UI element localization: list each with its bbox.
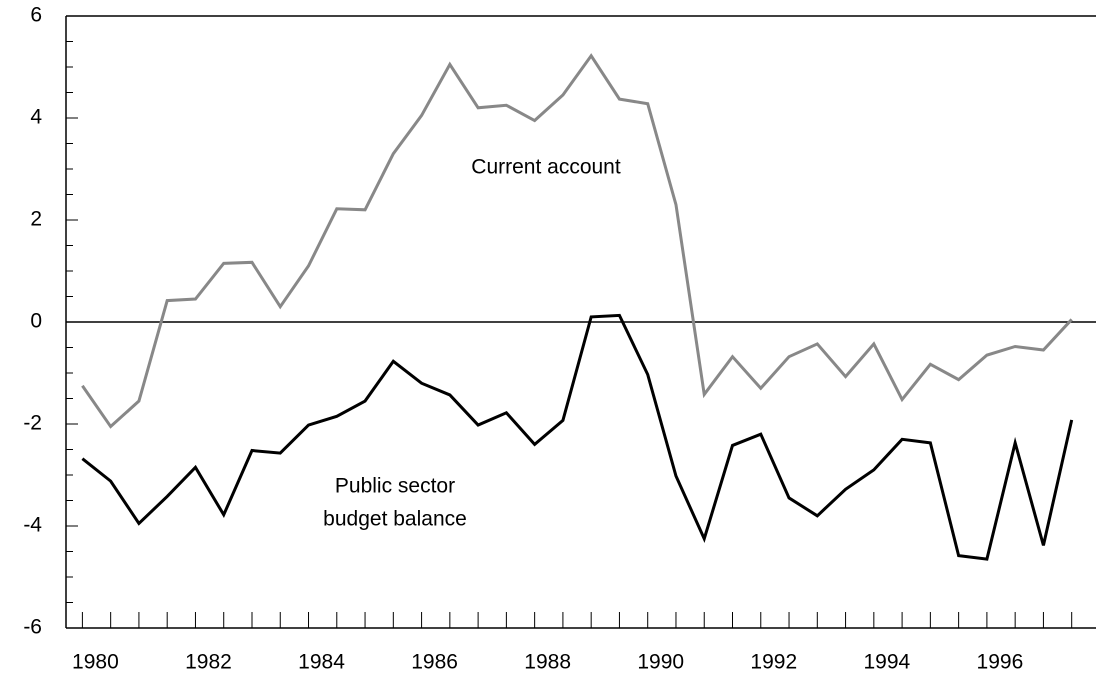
y-tick-label: 4 (30, 106, 42, 129)
annotation: Public sector (335, 475, 455, 498)
x-tick-label: 1988 (524, 651, 571, 674)
x-tick-label: 1984 (298, 651, 345, 674)
annotation: budget balance (323, 508, 467, 531)
x-tick-label: 1986 (411, 651, 458, 674)
annotation: Current account (471, 156, 621, 179)
y-tick-label: -6 (23, 616, 42, 639)
x-tick-label: 1994 (863, 651, 910, 674)
series-line (81, 53, 1073, 429)
y-tick-label: 6 (30, 4, 42, 27)
y-tick-label: -4 (23, 514, 42, 537)
x-tick-label: 1990 (637, 651, 684, 674)
x-tick-label: 1980 (72, 651, 119, 674)
x-tick-label: 1992 (750, 651, 797, 674)
y-tick-label: 0 (30, 310, 42, 333)
x-tick-label: 1982 (185, 651, 232, 674)
series-line (81, 313, 1074, 561)
x-tick-label: 1996 (977, 651, 1024, 674)
y-tick-label: 2 (30, 208, 42, 231)
y-tick-label: -2 (23, 412, 42, 435)
